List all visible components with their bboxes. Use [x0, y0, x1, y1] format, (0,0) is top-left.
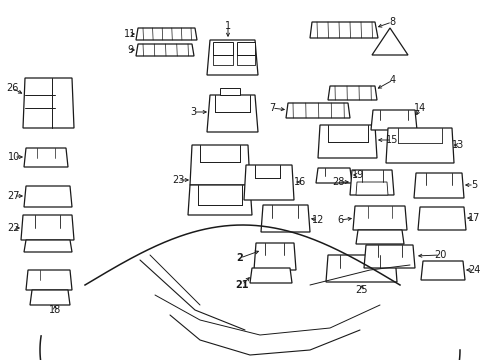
Text: 13: 13 [451, 140, 463, 150]
Text: 26: 26 [6, 83, 18, 93]
Polygon shape [317, 125, 376, 158]
Text: 5: 5 [470, 180, 476, 190]
Polygon shape [24, 186, 72, 207]
Polygon shape [385, 128, 453, 163]
Polygon shape [413, 173, 463, 198]
Polygon shape [136, 44, 194, 56]
Text: 18: 18 [49, 305, 61, 315]
Text: 2: 2 [236, 253, 243, 263]
Polygon shape [261, 205, 309, 232]
Text: 21: 21 [235, 280, 248, 290]
Polygon shape [352, 206, 406, 230]
Text: 17: 17 [467, 213, 479, 223]
Polygon shape [325, 255, 396, 282]
Polygon shape [206, 95, 258, 132]
Text: 14: 14 [413, 103, 425, 113]
Polygon shape [23, 78, 74, 128]
Text: 4: 4 [389, 75, 395, 85]
Text: 27: 27 [8, 191, 20, 201]
Text: 15: 15 [385, 135, 397, 145]
Text: 8: 8 [388, 17, 394, 27]
Polygon shape [220, 88, 240, 95]
Text: 12: 12 [311, 215, 324, 225]
Text: 28: 28 [331, 177, 344, 187]
Text: 3: 3 [189, 107, 196, 117]
Polygon shape [285, 103, 349, 118]
Polygon shape [24, 148, 68, 167]
Polygon shape [21, 215, 74, 240]
Text: 24: 24 [467, 265, 479, 275]
Text: 9: 9 [127, 45, 133, 55]
Polygon shape [253, 243, 295, 270]
Polygon shape [349, 170, 393, 195]
Text: 22: 22 [8, 223, 20, 233]
Polygon shape [363, 245, 414, 268]
Text: 7: 7 [268, 103, 275, 113]
Polygon shape [136, 28, 197, 40]
Text: 19: 19 [351, 170, 364, 180]
Polygon shape [309, 22, 377, 38]
Polygon shape [249, 268, 291, 283]
Polygon shape [30, 290, 70, 305]
Text: 10: 10 [8, 152, 20, 162]
Polygon shape [244, 165, 293, 200]
Polygon shape [327, 86, 376, 100]
Polygon shape [213, 42, 232, 55]
Text: 6: 6 [336, 215, 343, 225]
Polygon shape [237, 42, 254, 55]
Polygon shape [420, 261, 464, 280]
Text: 23: 23 [171, 175, 184, 185]
Polygon shape [355, 182, 387, 195]
Polygon shape [206, 40, 258, 75]
Polygon shape [370, 110, 416, 130]
Polygon shape [24, 240, 72, 252]
Polygon shape [187, 185, 251, 215]
Text: 16: 16 [293, 177, 305, 187]
Polygon shape [315, 168, 351, 183]
Text: 11: 11 [123, 29, 136, 39]
Polygon shape [26, 270, 72, 290]
Polygon shape [190, 145, 249, 185]
Polygon shape [371, 28, 407, 55]
Text: 1: 1 [224, 21, 231, 31]
Polygon shape [417, 207, 465, 230]
Polygon shape [355, 230, 403, 244]
Text: 25: 25 [355, 285, 367, 295]
Text: 20: 20 [433, 250, 445, 260]
